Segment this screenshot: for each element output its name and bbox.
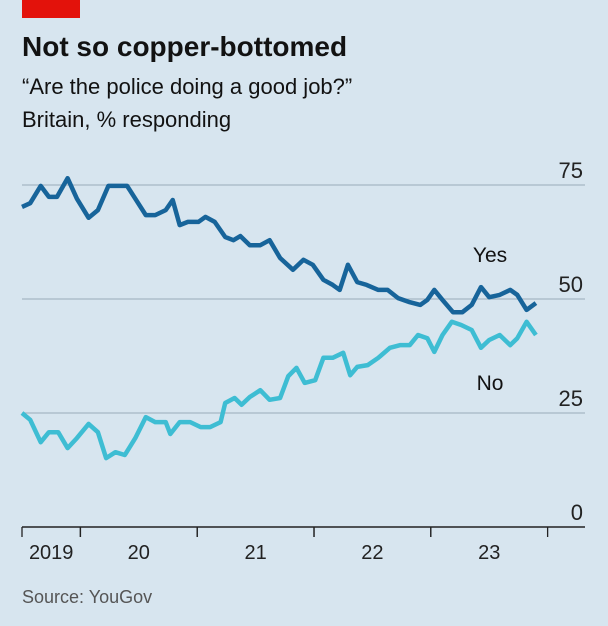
series-line — [21, 175, 538, 315]
x-tick-label: 20 — [128, 542, 150, 564]
x-tick-label: 22 — [361, 542, 383, 564]
chart-note: Britain, % responding — [22, 107, 231, 132]
y-tick-label: 25 — [559, 386, 583, 411]
source: Source: YouGov — [22, 587, 152, 607]
series-label: No — [477, 372, 504, 395]
x-tick-label: 2019 — [29, 542, 74, 564]
x-tick-label: 23 — [478, 542, 500, 564]
series-line — [20, 319, 538, 461]
chart-title: Not so copper-bottomed — [22, 31, 347, 62]
x-tick-label: 21 — [244, 542, 266, 564]
series-label: Yes — [473, 244, 507, 267]
y-tick-label: 50 — [559, 272, 583, 297]
chart-subtitle: “Are the police doing a good job?” — [22, 74, 352, 99]
y-tick-label: 75 — [559, 158, 583, 183]
y-tick-label: 0 — [571, 500, 583, 525]
brand-bar — [22, 0, 80, 18]
